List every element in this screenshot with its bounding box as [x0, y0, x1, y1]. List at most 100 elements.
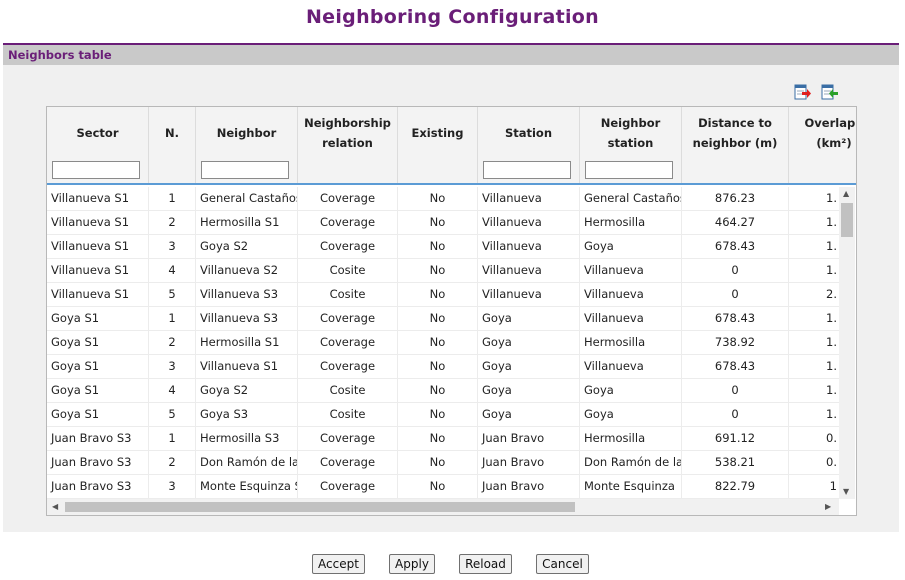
cell-existing: No [398, 307, 478, 330]
cell-existing: No [398, 427, 478, 450]
cell-neighbor: Hermosilla S1 [196, 211, 298, 234]
station-filter-input[interactable] [483, 161, 571, 179]
cell-neighbor-station: Monte Esquinza [580, 475, 682, 498]
cell-neighborship-relation: Coverage [298, 355, 398, 378]
table-row[interactable]: Goya S1 4 Goya S2 Cosite No Goya Goya 0 1. [47, 379, 839, 403]
apply-button[interactable]: Apply [389, 554, 435, 574]
horizontal-scroll-thumb[interactable] [65, 502, 575, 512]
cell-existing: No [398, 259, 478, 282]
cell-neighbor-station: Villanueva [580, 307, 682, 330]
export-icon[interactable] [794, 83, 812, 101]
neighbor-filter-input[interactable] [201, 161, 289, 179]
cell-existing: No [398, 235, 478, 258]
table-header: Sector N. Neighbor Neighborship relation… [47, 107, 856, 159]
dialog-buttons: Accept Apply Reload Cancel [0, 554, 905, 576]
cell-existing: No [398, 355, 478, 378]
cell-sector: Juan Bravo S3 [47, 427, 149, 450]
column-header-neighbor-station[interactable]: Neighbor station [580, 107, 682, 159]
cell-n: 2 [149, 211, 196, 234]
column-header-neighbor[interactable]: Neighbor [196, 107, 298, 159]
horizontal-scrollbar[interactable]: ◀ ▶ [47, 499, 839, 515]
table-row[interactable]: Villanueva S1 4 Villanueva S2 Cosite No Villa… [47, 259, 839, 283]
cell-n: 4 [149, 259, 196, 282]
column-header-sector[interactable]: Sector [47, 107, 149, 159]
cell-station: Goya [478, 307, 580, 330]
cell-neighbor: Hermosilla S1 [196, 331, 298, 354]
cell-n: 1 [149, 307, 196, 330]
cell-distance: 464.27 [682, 211, 789, 234]
cell-overlapp: 1. [826, 263, 837, 277]
table-row[interactable]: Villanueva S1 5 Villanueva S3 Cosite No Villa… [47, 283, 839, 307]
cell-station: Juan Bravo [478, 475, 580, 498]
page-title: Neighboring Configuration [305, 6, 599, 28]
cell-n: 2 [149, 451, 196, 474]
table-row[interactable]: Goya S1 1 Villanueva S3 Coverage No Goya Villa… [47, 307, 839, 331]
scroll-up-icon[interactable]: ▲ [843, 189, 850, 198]
column-header-neighborship-relation[interactable]: Neighborship relation [298, 107, 398, 159]
scroll-left-icon[interactable]: ◀ [52, 502, 59, 511]
cell-distance: 538.21 [682, 451, 789, 474]
cell-distance: 0 [682, 379, 789, 402]
cell-n: 1 [149, 187, 196, 210]
cell-overlapp: 1. [826, 191, 837, 205]
cell-neighborship-relation: Cosite [298, 283, 398, 306]
cell-neighbor-station: Hermosilla [580, 427, 682, 450]
table-row[interactable]: Villanueva S1 3 Goya S2 Coverage No Villanuev… [47, 235, 839, 259]
cell-sector: Goya S1 [47, 403, 149, 426]
cell-sector: Goya S1 [47, 331, 149, 354]
table-body: Villanueva S1 1 General Castaños Coverage No… [47, 187, 839, 499]
vertical-scroll-thumb[interactable] [841, 203, 853, 237]
cell-neighborship-relation: Coverage [298, 211, 398, 234]
cell-distance: 678.43 [682, 355, 789, 378]
cell-sector: Juan Bravo S3 [47, 475, 149, 498]
vertical-scrollbar[interactable]: ▲ ▼ [839, 187, 855, 499]
cell-neighbor: Goya S3 [196, 403, 298, 426]
table-row[interactable]: Goya S1 3 Villanueva S1 Coverage No Goya Villa… [47, 355, 839, 379]
cell-distance: 822.79 [682, 475, 789, 498]
cell-neighbor: Villanueva S3 [196, 283, 298, 306]
cell-overlapp: 2. [826, 287, 837, 301]
cell-overlapp: 1. [826, 383, 837, 397]
column-header-existing[interactable]: Existing [398, 107, 478, 159]
cell-distance: 678.43 [682, 307, 789, 330]
table-row[interactable]: Villanueva S1 1 General Castaños Coverage No… [47, 187, 839, 211]
reload-button[interactable]: Reload [459, 554, 512, 574]
column-header-station[interactable]: Station [478, 107, 580, 159]
column-header-n[interactable]: N. [149, 107, 196, 159]
cell-distance: 678.43 [682, 235, 789, 258]
import-icon[interactable] [821, 83, 839, 101]
table-row[interactable]: Goya S1 2 Hermosilla S1 Coverage No Goya Hermo… [47, 331, 839, 355]
sector-filter-input[interactable] [52, 161, 140, 179]
cell-station: Villanueva [478, 283, 580, 306]
cell-existing: No [398, 379, 478, 402]
cell-station: Villanueva [478, 235, 580, 258]
cell-distance: 738.92 [682, 331, 789, 354]
column-header-distance[interactable]: Distance to neighbor (m) [682, 107, 789, 159]
cell-sector: Goya S1 [47, 379, 149, 402]
scroll-right-icon[interactable]: ▶ [825, 502, 832, 511]
cell-station: Juan Bravo [478, 427, 580, 450]
cell-existing: No [398, 475, 478, 498]
table-row[interactable]: Juan Bravo S3 2 Don Ramón de la Coverage No J… [47, 451, 839, 475]
cell-overlapp: 1. [826, 335, 837, 349]
table-row[interactable]: Juan Bravo S3 1 Hermosilla S3 Coverage No Jua… [47, 427, 839, 451]
cell-distance: 0 [682, 259, 789, 282]
neighbor-station-filter-input[interactable] [585, 161, 673, 179]
table-row[interactable]: Goya S1 5 Goya S3 Cosite No Goya Goya 0 1. [47, 403, 839, 427]
cell-neighbor: Don Ramón de la [196, 451, 298, 474]
cell-sector: Goya S1 [47, 355, 149, 378]
table-row[interactable]: Villanueva S1 2 Hermosilla S1 Coverage No Vil… [47, 211, 839, 235]
cancel-button[interactable]: Cancel [536, 554, 589, 574]
column-header-overlapp[interactable]: Overlapp (km²) [804, 116, 856, 150]
cell-existing: No [398, 211, 478, 234]
cell-neighbor-station: Villanueva [580, 259, 682, 282]
cell-sector: Villanueva S1 [47, 187, 149, 210]
cell-distance: 876.23 [682, 187, 789, 210]
cell-station: Goya [478, 403, 580, 426]
cell-overlapp: 1. [826, 359, 837, 373]
table-row[interactable]: Juan Bravo S3 3 Monte Esquinza S Coverage No… [47, 475, 839, 499]
scroll-down-icon[interactable]: ▼ [843, 487, 850, 496]
cell-distance: 0 [682, 283, 789, 306]
accept-button[interactable]: Accept [312, 554, 365, 574]
cell-neighbor-station: Hermosilla [580, 331, 682, 354]
